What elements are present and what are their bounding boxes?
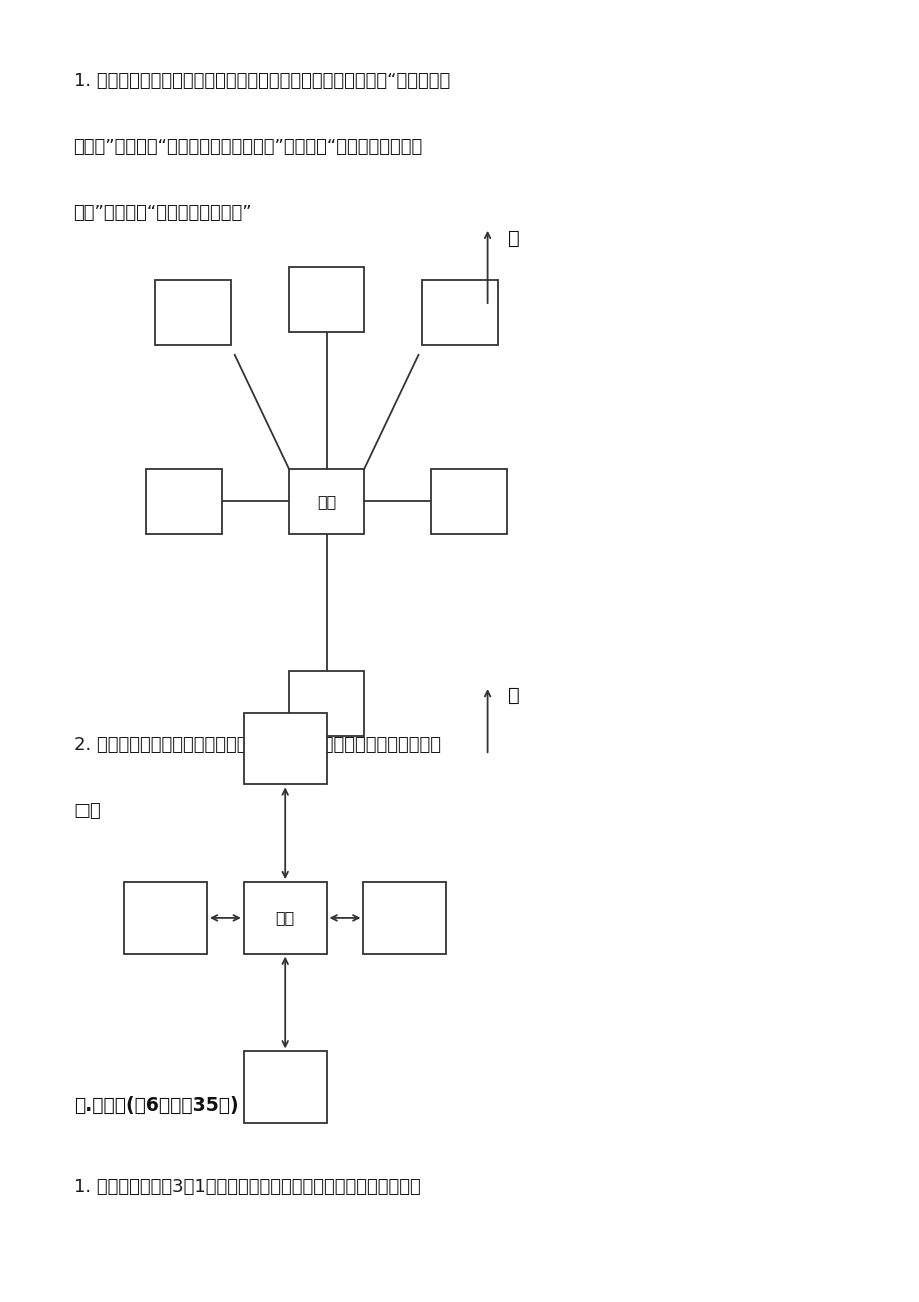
FancyBboxPatch shape bbox=[289, 267, 364, 332]
FancyBboxPatch shape bbox=[124, 883, 207, 953]
FancyBboxPatch shape bbox=[289, 671, 364, 736]
FancyBboxPatch shape bbox=[155, 280, 231, 345]
FancyBboxPatch shape bbox=[289, 469, 364, 534]
FancyBboxPatch shape bbox=[146, 469, 221, 534]
FancyBboxPatch shape bbox=[244, 1052, 326, 1122]
Text: 向。”小冬说：“我在小静的西面。”: 向。”小冬说：“我在小静的西面。” bbox=[74, 204, 252, 223]
Text: 1. 先分析每个人的对话，再在图中注明每个人的位置。小辉说：“我在小静的: 1. 先分析每个人的对话，再在图中注明每个人的位置。小辉说：“我在小静的 bbox=[74, 72, 449, 90]
FancyBboxPatch shape bbox=[422, 280, 497, 345]
Text: □）: □） bbox=[74, 802, 101, 820]
Text: 1. 下表是英才小学3（1）班男、女生参加课外辅导班的情况统计表。: 1. 下表是英才小学3（1）班男、女生参加课外辅导班的情况统计表。 bbox=[74, 1178, 420, 1197]
Text: 2. 观察你的家，东、南、西、北各在什么方位。（按上、下、左、右顺序填: 2. 观察你的家，东、南、西、北各在什么方位。（按上、下、左、右顺序填 bbox=[74, 736, 440, 754]
Text: 小静: 小静 bbox=[317, 493, 335, 509]
Text: 我家: 我家 bbox=[276, 910, 294, 926]
FancyBboxPatch shape bbox=[244, 883, 326, 953]
FancyBboxPatch shape bbox=[431, 469, 506, 534]
FancyBboxPatch shape bbox=[244, 713, 326, 784]
Text: 六.解答题(兲6题，內35分): 六.解答题(兲6题，內35分) bbox=[74, 1096, 238, 1116]
Text: 北: 北 bbox=[507, 229, 519, 247]
Text: 南面。”小峰说：“我在小辉的东北方向。”小秀说：“我在小峰的西北方: 南面。”小峰说：“我在小辉的东北方向。”小秀说：“我在小峰的西北方 bbox=[74, 138, 423, 156]
Text: 北: 北 bbox=[507, 686, 519, 704]
FancyBboxPatch shape bbox=[363, 883, 446, 953]
